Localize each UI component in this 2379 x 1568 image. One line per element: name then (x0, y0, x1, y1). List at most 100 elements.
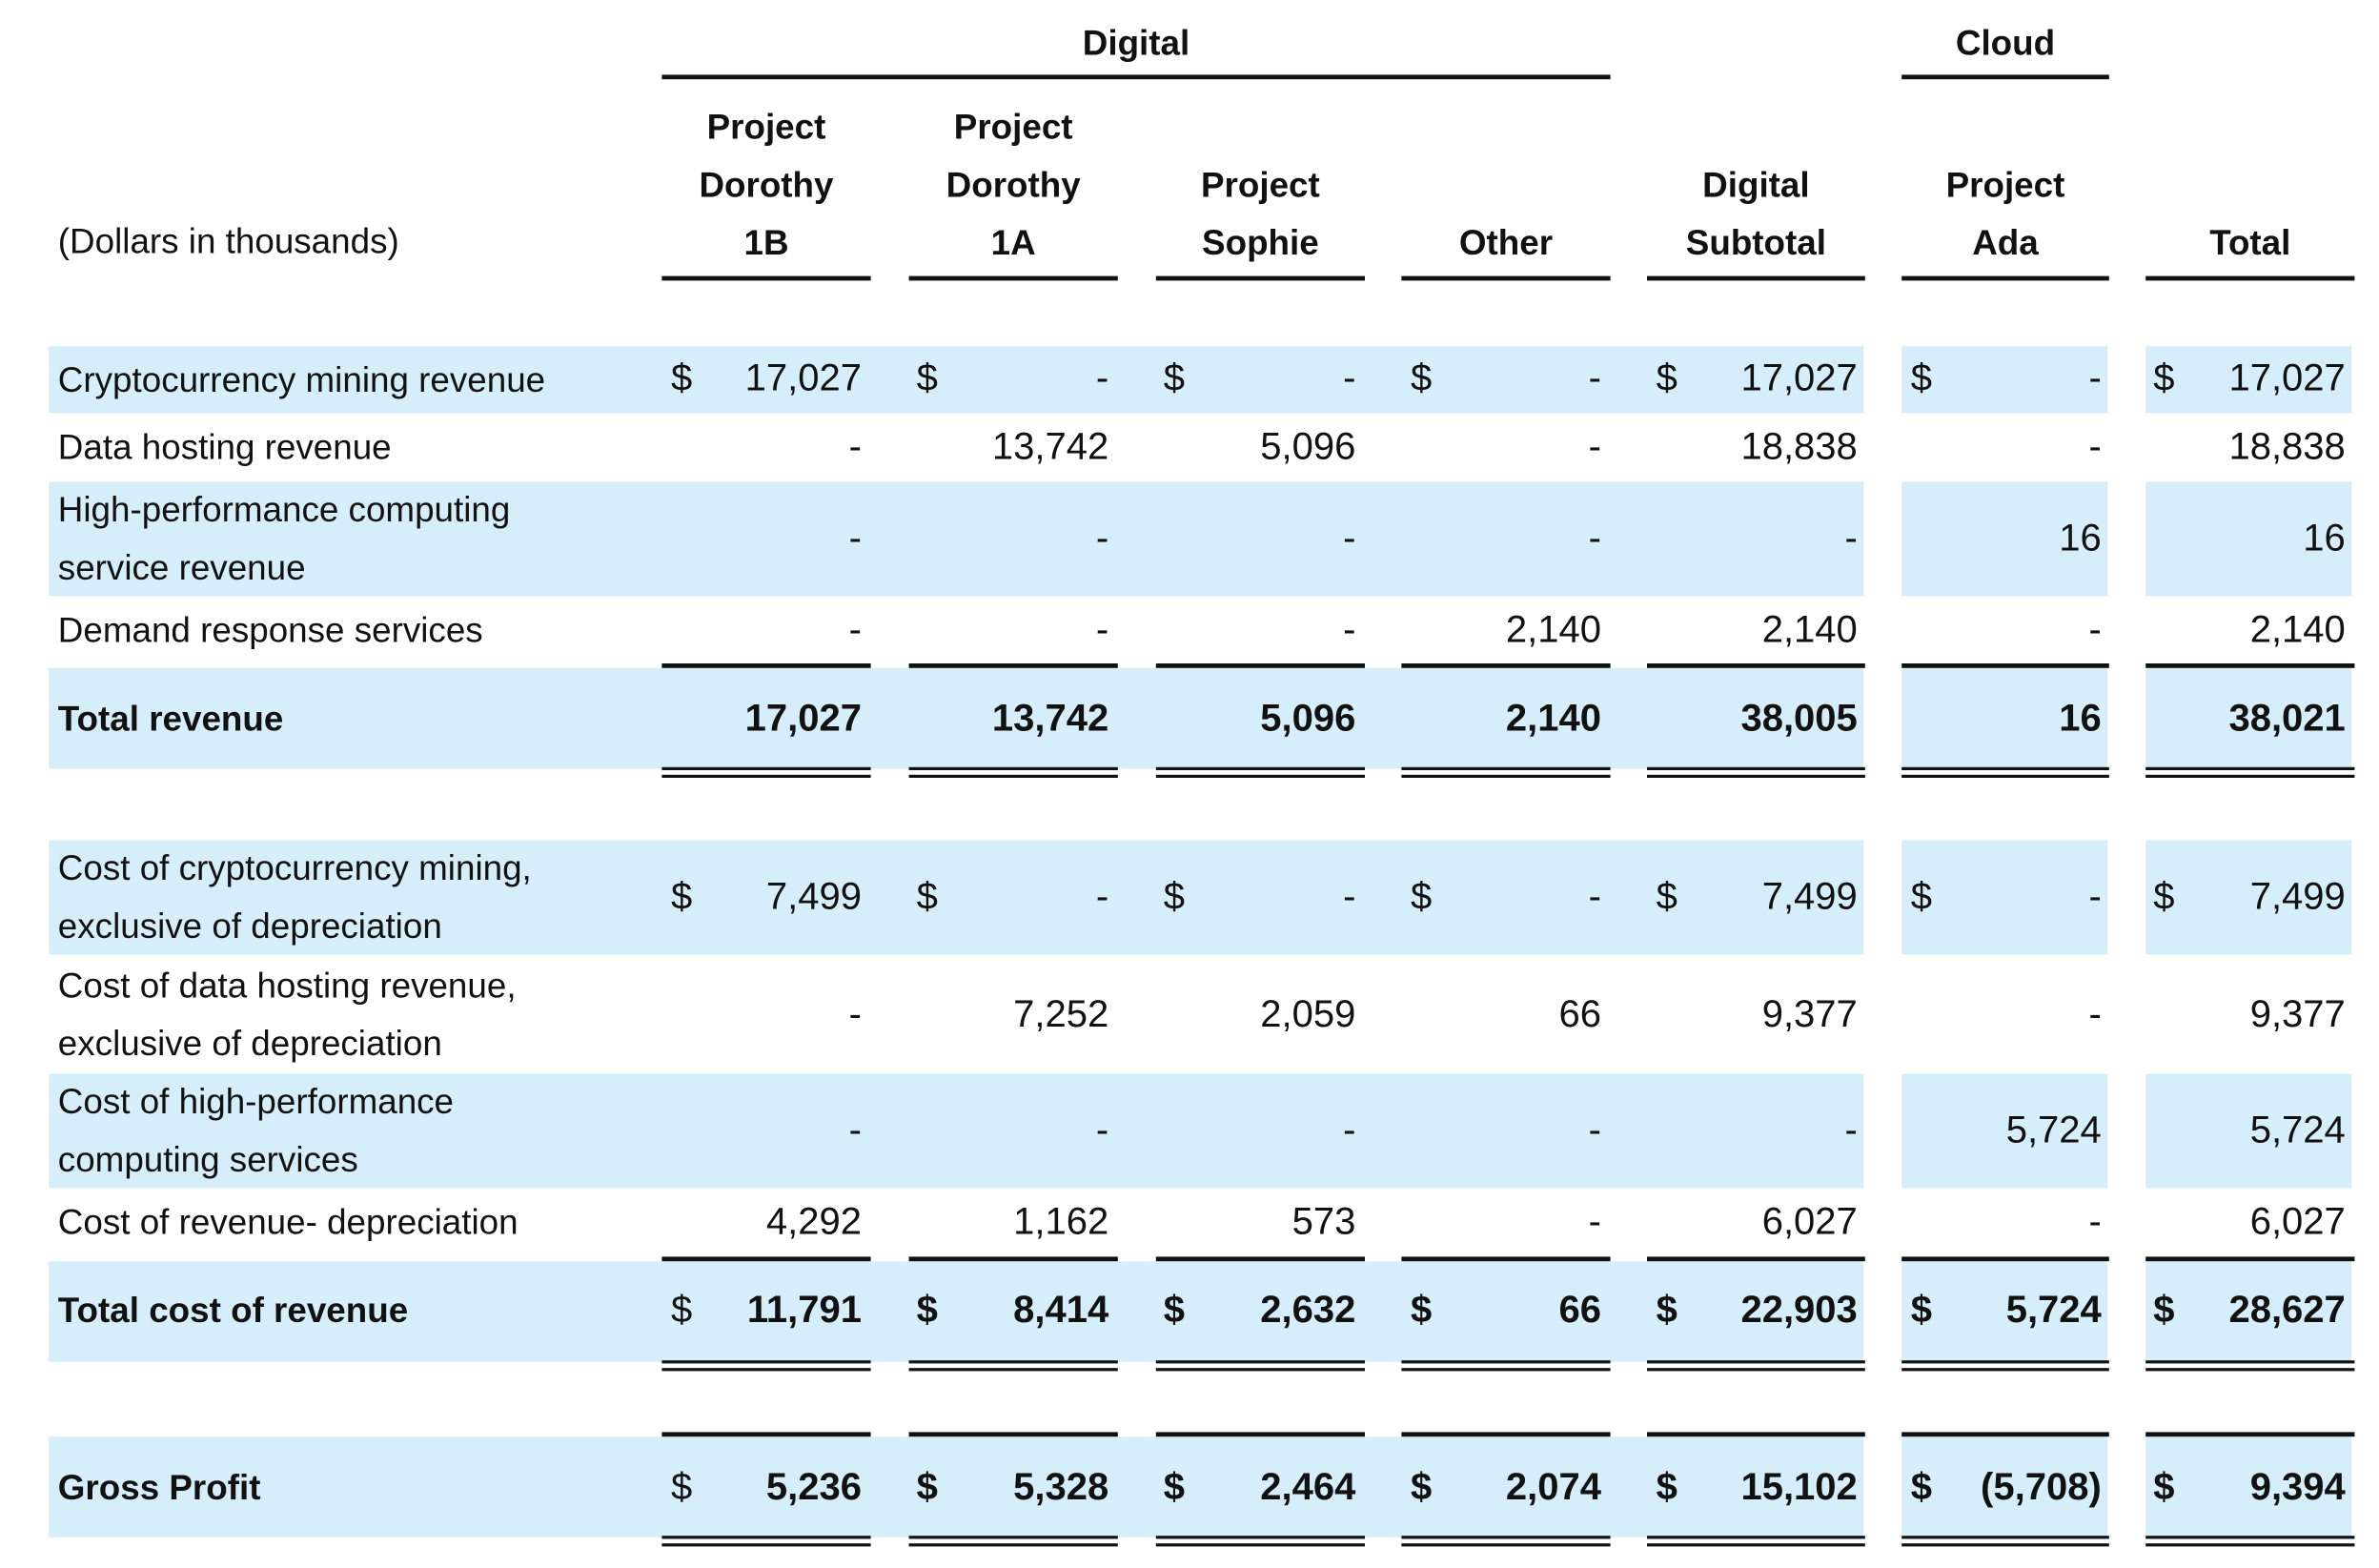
row-label-demand-response: Demand response services (57, 610, 483, 650)
column-header-dorothy-1b-underline (661, 275, 871, 281)
subtotal-rule (1901, 1256, 2109, 1262)
table-cell: 18,838 (1740, 425, 1858, 469)
table-cell: 7,499 (2249, 875, 2346, 919)
table-cell: 38,005 (1740, 697, 1858, 740)
row-band-total-revenue (49, 667, 1864, 769)
table-cell: 2,632 (1260, 1289, 1356, 1332)
subtotal-rule (1401, 1256, 1611, 1262)
row-label-cost-data-hosting-l2: exclusive of depreciation (57, 1023, 442, 1064)
dollar-sign: $ (2153, 356, 2175, 400)
column-header-sophie-l3: Sophie (1202, 222, 1319, 263)
table-cell: 17,027 (744, 356, 862, 400)
row-band-gross-profit-total (2145, 1436, 2352, 1537)
table-cell: - (1588, 875, 1601, 919)
subtotal-rule (908, 1256, 1118, 1262)
table-cell: 17,027 (744, 697, 862, 740)
table-cell: - (2088, 356, 2102, 400)
subtotal-rule (661, 1256, 871, 1262)
row-band-total-cost (49, 1261, 1864, 1362)
row-label-crypto-revenue: Cryptocurrency mining revenue (57, 359, 546, 400)
total-double-rule (2145, 1360, 2355, 1372)
dollar-sign: $ (1411, 1465, 1433, 1509)
column-header-other-underline (1401, 275, 1611, 281)
table-cell: 1,162 (1013, 1200, 1109, 1243)
table-cell: - (1588, 517, 1601, 560)
row-band-cost-hpc (49, 1073, 1864, 1189)
table-cell: 16 (2059, 697, 2102, 740)
table-cell: 4,292 (765, 1200, 862, 1243)
dollar-sign: $ (1163, 1465, 1186, 1509)
subtotal-rule (1401, 1432, 1611, 1437)
table-cell: 22,903 (1740, 1289, 1858, 1332)
column-header-dorothy-1a-underline (908, 275, 1118, 281)
total-double-rule (1901, 1536, 2109, 1547)
table-cell: 5,096 (1260, 425, 1356, 469)
column-header-dorothy-1a-l2: Dorothy (946, 164, 1081, 205)
table-cell: 2,074 (1505, 1465, 1601, 1509)
total-double-rule (1155, 766, 1365, 778)
dollar-sign: $ (1163, 356, 1186, 400)
table-cell: - (1844, 1109, 1858, 1151)
dollar-sign: $ (1163, 1289, 1186, 1332)
table-cell: 18,838 (2228, 425, 2346, 469)
total-double-rule (908, 1360, 1118, 1372)
subtotal-rule (661, 1432, 871, 1437)
table-cell: 7,499 (1761, 875, 1858, 919)
table-cell: 16 (2059, 517, 2102, 560)
total-double-rule (1401, 1360, 1611, 1372)
table-cell: 17,027 (2228, 356, 2346, 400)
column-header-dorothy-1b-l2: Dorothy (699, 164, 834, 205)
dollar-sign: $ (2153, 1289, 2175, 1332)
row-label-data-hosting-revenue: Data hosting revenue (57, 427, 392, 467)
row-band-cost-hpc-cloud (1901, 1073, 2108, 1189)
table-cell: 5,236 (765, 1465, 862, 1509)
column-header-dorothy-1b-l3: 1B (743, 222, 789, 263)
table-cell: - (1343, 875, 1356, 919)
table-cell: (5,708) (1981, 1465, 2102, 1509)
table-cell: 38,021 (2228, 697, 2346, 740)
table-cell: 9,394 (2249, 1465, 2346, 1509)
table-cell: 2,059 (1260, 992, 1356, 1036)
table-cell: - (1095, 517, 1109, 560)
total-double-rule (1647, 1536, 1865, 1547)
row-band-cost-crypto (49, 840, 1864, 955)
row-band-cost-crypto-total (2145, 840, 2352, 955)
table-cell: - (1588, 1109, 1601, 1151)
table-cell: - (848, 608, 862, 652)
total-double-rule (661, 766, 871, 778)
dollar-sign: $ (671, 1465, 693, 1509)
row-label-cost-data-hosting-l1: Cost of data hosting revenue, (57, 965, 517, 1006)
column-header-dorothy-1b-l1: Project (706, 107, 826, 147)
table-cell: - (2088, 1200, 2102, 1243)
total-double-rule (1401, 1536, 1611, 1547)
row-label-cost-depreciation: Cost of revenue- depreciation (57, 1201, 518, 1242)
total-double-rule (1155, 1360, 1365, 1372)
total-double-rule (908, 1536, 1118, 1547)
dollar-sign: $ (1656, 356, 1678, 400)
table-cell: 13,742 (991, 697, 1109, 740)
column-header-digital-subtotal-l3: Subtotal (1685, 222, 1826, 263)
table-cell: 5,096 (1260, 697, 1356, 740)
row-label-gross-profit: Gross Profit (57, 1467, 261, 1507)
table-cell: 66 (1558, 1289, 1602, 1332)
row-label-total-cost: Total cost of revenue (57, 1290, 409, 1331)
dollar-sign: $ (1656, 1465, 1678, 1509)
table-cell: 2,140 (1505, 697, 1601, 740)
table-cell: - (1588, 425, 1601, 469)
column-header-digital-subtotal-underline (1647, 275, 1865, 281)
total-double-rule (1901, 766, 2109, 778)
group-header-digital-underline (661, 74, 1611, 80)
column-header-total-underline (2145, 275, 2355, 281)
table-cell: 9,377 (2249, 992, 2346, 1036)
table-cell: - (1095, 356, 1109, 400)
row-band-crypto (49, 346, 1864, 414)
subtotal-rule (1155, 1432, 1365, 1437)
total-double-rule (661, 1360, 871, 1372)
dollar-sign: $ (916, 875, 938, 919)
table-cell: - (1844, 517, 1858, 560)
table-cell: - (1588, 356, 1601, 400)
table-cell: 7,499 (765, 875, 862, 919)
table-cell: 11,791 (746, 1289, 862, 1332)
dollar-sign: $ (1910, 356, 1933, 400)
